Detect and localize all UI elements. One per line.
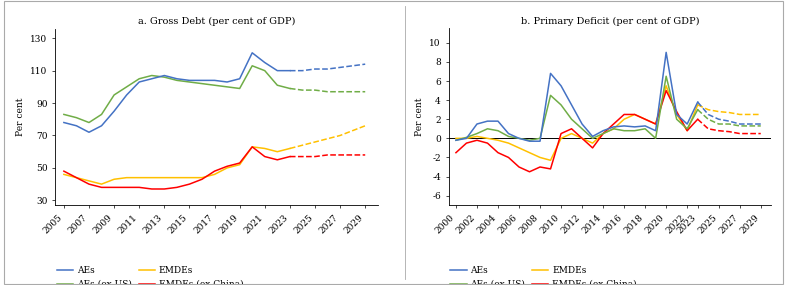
Y-axis label: Per cent: Per cent	[16, 97, 24, 136]
Title: b. Primary Deficit (per cent of GDP): b. Primary Deficit (per cent of GDP)	[521, 17, 699, 26]
Legend: AEs, AEs (ex-US), EMDEs, EMDEs (ex-China): AEs, AEs (ex-US), EMDEs, EMDEs (ex-China…	[54, 263, 247, 285]
Y-axis label: Per cent: Per cent	[415, 97, 424, 136]
Title: a. Gross Debt (per cent of GDP): a. Gross Debt (per cent of GDP)	[138, 17, 295, 26]
Legend: AEs, AEs (ex-US), EMDEs, EMDEs (ex-China): AEs, AEs (ex-US), EMDEs, EMDEs (ex-China…	[447, 263, 641, 285]
